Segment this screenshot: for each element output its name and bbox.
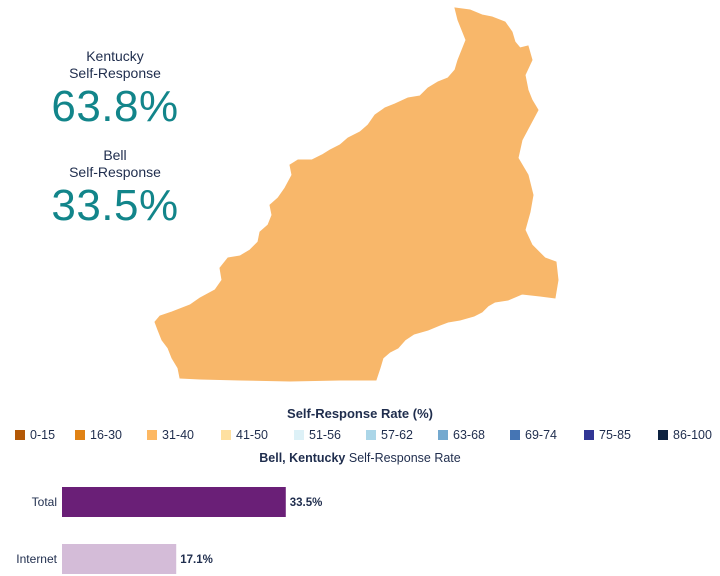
bar-total — [62, 487, 286, 517]
legend-label: 0-15 — [30, 428, 56, 442]
legend-label: 69-74 — [525, 428, 557, 442]
legend-title: Self-Response Rate (%) — [287, 406, 433, 421]
bar-chart: Total 33.5% Internet 17.1% — [16, 487, 323, 574]
bar-category-label: Internet — [16, 552, 57, 566]
bar-chart-title-rest: Self-Response Rate — [345, 451, 461, 465]
legend-item: 57-62 — [366, 428, 413, 442]
legend-swatch — [75, 430, 85, 440]
bar-chart-title: Bell, Kentucky Self-Response Rate — [0, 451, 720, 465]
legend-item: 75-85 — [584, 428, 631, 442]
legend-swatch — [15, 430, 25, 440]
legend-item: 63-68 — [438, 428, 485, 442]
legend-label: 31-40 — [162, 428, 194, 442]
legend-item: 0-15 — [15, 428, 55, 442]
state-stat: Kentucky Self-Response 63.8% — [30, 48, 200, 130]
county-stat-value: 33.5% — [51, 181, 179, 230]
state-stat-label: Self-Response — [69, 65, 161, 81]
legend-item: 86-100 — [658, 428, 712, 442]
legend-swatch — [147, 430, 157, 440]
legend-item: 51-56 — [294, 428, 341, 442]
legend-label: 75-85 — [599, 428, 631, 442]
bar-chart-title-bold: Bell, Kentucky — [259, 451, 346, 465]
legend-swatch — [221, 430, 231, 440]
legend-swatch — [510, 430, 520, 440]
county-stat: Bell Self-Response 33.5% — [30, 147, 200, 229]
legend-label: 86-100 — [673, 428, 712, 442]
county-stat-label: Self-Response — [69, 164, 161, 180]
county-name: Bell — [103, 147, 127, 163]
legend-label: 41-50 — [236, 428, 268, 442]
bell-county-shape — [154, 7, 559, 382]
legend-swatch — [658, 430, 668, 440]
legend-item: 16-30 — [75, 428, 122, 442]
county-map — [154, 7, 559, 382]
bar-internet — [62, 544, 177, 574]
bar-value-label: 33.5% — [290, 497, 323, 509]
legend-item: 31-40 — [147, 428, 194, 442]
legend-swatch — [438, 430, 448, 440]
legend-swatch — [366, 430, 376, 440]
state-stat-value: 63.8% — [51, 82, 179, 131]
state-name: Kentucky — [86, 48, 144, 64]
legend-label: 57-62 — [381, 428, 413, 442]
legend-label: 63-68 — [453, 428, 485, 442]
legend-label: 16-30 — [90, 428, 122, 442]
legend-item: 41-50 — [221, 428, 268, 442]
legend: 0-15 16-30 31-40 41-50 51-56 57-62 63-68 69-74 7… — [0, 428, 720, 444]
legend-label: 51-56 — [309, 428, 341, 442]
legend-swatch — [584, 430, 594, 440]
bar-category-label: Total — [32, 495, 57, 509]
bar-value-label: 17.1% — [180, 554, 213, 566]
legend-item: 69-74 — [510, 428, 557, 442]
legend-swatch — [294, 430, 304, 440]
